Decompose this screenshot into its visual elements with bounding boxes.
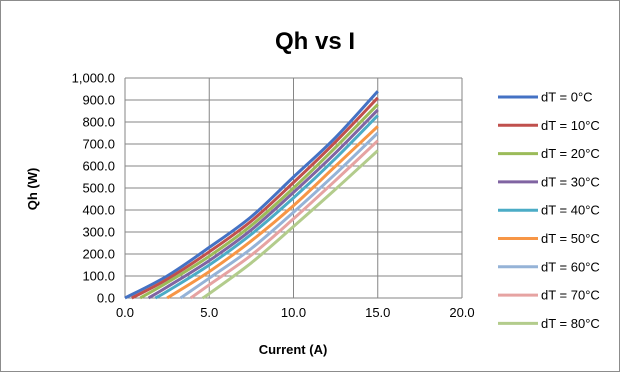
- legend-label: dT = 50°C: [541, 231, 600, 246]
- series-line-9: [201, 149, 379, 300]
- y-tick-label: 500.0: [82, 181, 115, 196]
- series-line-3: [139, 103, 379, 300]
- legend-label: dT = 10°C: [541, 118, 600, 133]
- series-line-5: [154, 114, 379, 300]
- x-axis-title: Current (A): [259, 342, 328, 357]
- y-tick-label: 700.0: [82, 137, 115, 152]
- y-tick-label: 1,000.0: [72, 71, 115, 86]
- series-line-4: [147, 108, 379, 300]
- x-tick-label: 0.0: [116, 305, 134, 320]
- series-line-8: [189, 139, 379, 300]
- x-tick-label: 15.0: [365, 305, 390, 320]
- series-line-7: [179, 131, 379, 300]
- y-tick-label: 400.0: [82, 203, 115, 218]
- plot-area: 0.0 100.0 200.0 300.0 400.0 500.0 600.0 700.0 80…: [72, 71, 475, 321]
- y-tick-label: 800.0: [82, 115, 115, 130]
- legend-label: dT = 60°C: [541, 259, 600, 274]
- legend-label: dT = 80°C: [541, 316, 600, 331]
- legend: dT = 0°C dT = 10°C dT = 20°C dT = 30°C dT = …: [498, 90, 600, 331]
- y-tick-label: 300.0: [82, 225, 115, 240]
- legend-label: dT = 30°C: [541, 174, 600, 189]
- series-line-6: [166, 125, 379, 300]
- series-line-1: [124, 90, 379, 300]
- y-tick-label: 900.0: [82, 93, 115, 108]
- y-tick-label: 600.0: [82, 159, 115, 174]
- x-tick-label: 5.0: [200, 305, 218, 320]
- y-tick-label: 200.0: [82, 247, 115, 262]
- legend-label: dT = 40°C: [541, 203, 600, 218]
- series-line-2: [131, 96, 379, 300]
- x-tick-label: 10.0: [281, 305, 306, 320]
- legend-label: dT = 20°C: [541, 146, 600, 161]
- y-axis-title: Qh (W): [25, 168, 40, 211]
- y-tick-label: 100.0: [82, 269, 115, 284]
- legend-label: dT = 0°C: [541, 90, 593, 105]
- legend-label: dT = 70°C: [541, 288, 600, 303]
- x-tick-label: 20.0: [449, 305, 474, 320]
- chart-title: Qh vs I: [275, 28, 355, 55]
- y-tick-label: 0.0: [97, 291, 115, 306]
